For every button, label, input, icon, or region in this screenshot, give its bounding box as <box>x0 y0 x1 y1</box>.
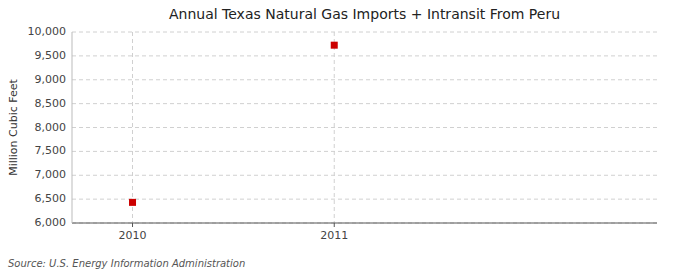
y-tick-label: 9,000 <box>35 73 67 86</box>
y-grid-line <box>72 151 657 152</box>
y-tick-label: 7,000 <box>35 168 67 181</box>
y-grid-line <box>72 127 657 128</box>
y-tick-label: 6,500 <box>35 192 67 205</box>
data-point <box>331 42 338 49</box>
y-grid-line <box>72 199 657 200</box>
x-tick-label: 2010 <box>119 229 147 242</box>
y-grid-line <box>72 32 657 33</box>
y-tick-label: 8,500 <box>35 97 67 110</box>
source-note: Source: U.S. Energy Information Administ… <box>8 258 245 269</box>
chart-svg: 6,000 6,500 7,000 7,500 8,000 8,500 9,000 9,500… <box>0 0 675 275</box>
y-axis-label: Million Cubic Feet <box>7 78 20 175</box>
axes: 6,000 6,500 7,000 7,500 8,000 8,500 9,000 9,500… <box>28 25 658 242</box>
y-grid-line <box>72 175 657 176</box>
chart-title: Annual Texas Natural Gas Imports + Intra… <box>169 6 560 22</box>
y-tick-label: 7,500 <box>35 144 67 157</box>
grid <box>72 32 657 223</box>
x-grid-line <box>334 32 335 223</box>
marks <box>129 42 338 206</box>
y-tick-label: 8,000 <box>35 121 67 134</box>
y-tick-label: 10,000 <box>28 25 67 38</box>
x-tick-label: 2011 <box>320 229 348 242</box>
y-grid-line <box>72 103 657 104</box>
chart-container: 6,000 6,500 7,000 7,500 8,000 8,500 9,000 9,500… <box>0 0 675 275</box>
plot-background <box>72 32 657 223</box>
y-grid-line <box>72 79 657 80</box>
x-grid-line <box>132 32 133 223</box>
y-axis-line <box>72 32 73 223</box>
y-tick-label: 6,000 <box>35 216 67 229</box>
y-tick-label: 9,500 <box>35 49 67 62</box>
y-grid-line <box>72 55 657 56</box>
y-grid-line <box>72 223 657 224</box>
x-tick-mark <box>132 223 133 227</box>
data-point <box>129 199 136 206</box>
x-axis-line <box>72 223 657 224</box>
x-tick-mark <box>334 223 335 227</box>
